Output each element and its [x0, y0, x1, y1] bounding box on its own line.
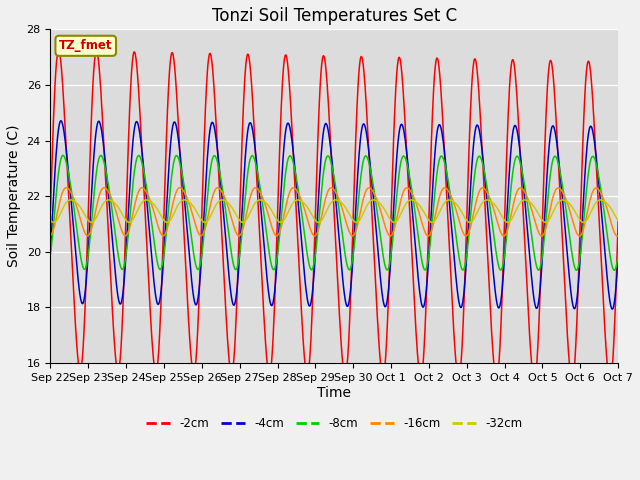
Text: TZ_fmet: TZ_fmet: [59, 39, 113, 52]
X-axis label: Time: Time: [317, 385, 351, 399]
Title: Tonzi Soil Temperatures Set C: Tonzi Soil Temperatures Set C: [212, 7, 457, 25]
Legend: -2cm, -4cm, -8cm, -16cm, -32cm: -2cm, -4cm, -8cm, -16cm, -32cm: [141, 412, 527, 435]
Y-axis label: Soil Temperature (C): Soil Temperature (C): [7, 125, 21, 267]
